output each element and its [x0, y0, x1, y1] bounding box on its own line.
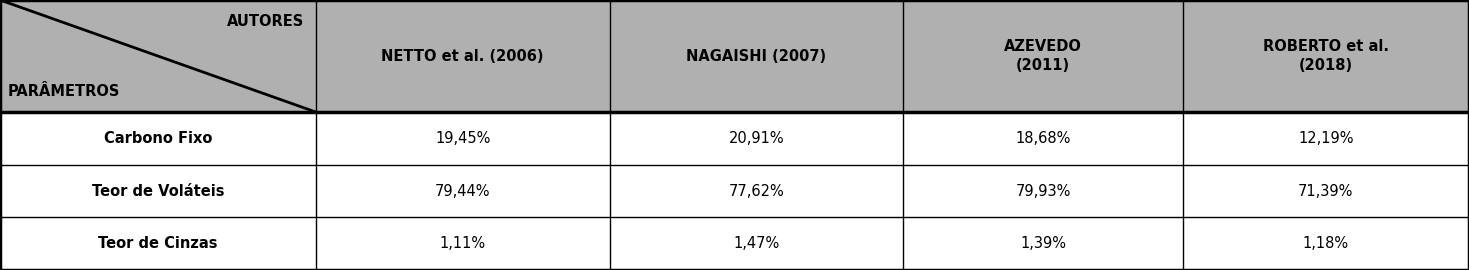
Text: PARÂMETROS: PARÂMETROS — [7, 83, 119, 99]
Text: 79,93%: 79,93% — [1015, 184, 1071, 198]
Text: 1,47%: 1,47% — [733, 236, 780, 251]
Text: 77,62%: 77,62% — [729, 184, 784, 198]
Text: 18,68%: 18,68% — [1015, 131, 1071, 146]
Bar — [0, 217, 1469, 270]
Text: Carbono Fixo: Carbono Fixo — [104, 131, 212, 146]
Text: AZEVEDO
(2011): AZEVEDO (2011) — [1003, 39, 1083, 73]
Text: 71,39%: 71,39% — [1299, 184, 1353, 198]
Text: AUTORES: AUTORES — [226, 14, 304, 29]
Bar — [0, 0, 1469, 112]
Text: ROBERTO et al.
(2018): ROBERTO et al. (2018) — [1263, 39, 1388, 73]
Bar — [0, 112, 1469, 165]
Text: 79,44%: 79,44% — [435, 184, 491, 198]
Text: 1,11%: 1,11% — [439, 236, 486, 251]
Bar — [0, 165, 1469, 217]
Text: Teor de Cinzas: Teor de Cinzas — [98, 236, 217, 251]
Text: 1,39%: 1,39% — [1019, 236, 1066, 251]
Text: 20,91%: 20,91% — [729, 131, 784, 146]
Text: Teor de Voláteis: Teor de Voláteis — [91, 184, 225, 198]
Text: NAGAISHI (2007): NAGAISHI (2007) — [686, 49, 827, 63]
Text: NETTO et al. (2006): NETTO et al. (2006) — [382, 49, 544, 63]
Text: 19,45%: 19,45% — [435, 131, 491, 146]
Text: 1,18%: 1,18% — [1303, 236, 1349, 251]
Text: 12,19%: 12,19% — [1299, 131, 1353, 146]
